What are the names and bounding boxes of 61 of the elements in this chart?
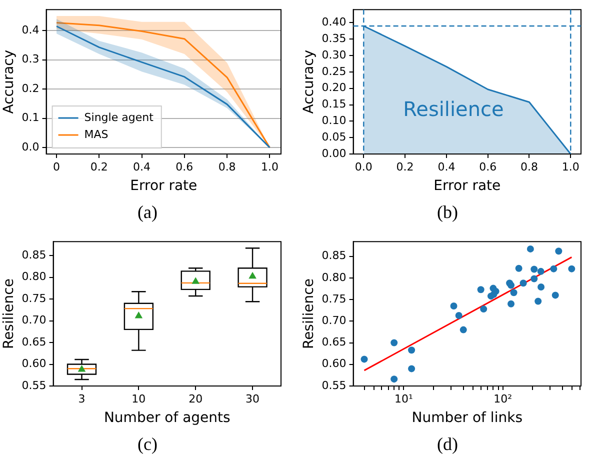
legend-label: MAS xyxy=(84,128,108,141)
x-tick-label: 10¹ xyxy=(394,392,413,406)
y-tick-label: 0.00 xyxy=(322,146,346,160)
x-tick-label: 0.2 xyxy=(396,160,414,174)
y-tick-label: 0.80 xyxy=(22,270,46,284)
x-axis-title: Number of agents xyxy=(104,410,230,426)
y-tick-label: 0.85 xyxy=(322,249,346,262)
x-tick-label: 0.6 xyxy=(176,160,194,174)
y-tick-label: 0.30 xyxy=(322,48,346,62)
x-tick-label: 0 xyxy=(53,160,60,174)
text: (d) xyxy=(436,434,459,455)
y-axis-title: Accuracy xyxy=(1,50,18,114)
annotation: Resilience xyxy=(403,96,504,121)
y-tick-label: 0.4 xyxy=(22,24,40,37)
x-axis-title: Error rate xyxy=(130,178,198,194)
x-tick-label: 10² xyxy=(494,392,512,406)
x-axis-title: Error rate xyxy=(434,178,501,194)
text: (a) xyxy=(136,202,158,223)
x-tick-label: 0.2 xyxy=(90,160,108,174)
x-tick-label: 1.0 xyxy=(260,160,278,174)
y-tick-label: 0.75 xyxy=(322,292,346,306)
y-axis-title: Resilience xyxy=(1,278,18,350)
y-tick-label: 0.20 xyxy=(322,81,346,94)
x-axis-title: Number of links xyxy=(412,410,522,426)
y-tick-label: 0.55 xyxy=(322,378,346,392)
y-tick-label: 0.55 xyxy=(22,378,46,392)
text: (b) xyxy=(436,202,459,223)
y-tick-label: 0.10 xyxy=(322,114,346,128)
y-tick-label: 0.25 xyxy=(322,64,346,78)
y-tick-label: 0.60 xyxy=(322,357,346,370)
x-tick-label: 30 xyxy=(246,392,260,406)
y-tick-label: 0.0 xyxy=(22,140,40,154)
y-tick-label: 0.2 xyxy=(22,82,40,95)
x-tick-label: 0.6 xyxy=(479,160,497,174)
x-tick-label: 3 xyxy=(78,392,86,406)
y-tick-label: 0.70 xyxy=(22,314,46,327)
x-tick-label: 0.8 xyxy=(218,160,236,174)
y-tick-label: 0.80 xyxy=(322,270,346,284)
y-tick-label: 0.65 xyxy=(22,335,46,348)
y-tick-label: 0.05 xyxy=(322,130,346,144)
y-tick-label: 0.35 xyxy=(322,32,346,45)
y-tick-label: 0.40 xyxy=(322,16,346,29)
x-tick-label: 0.4 xyxy=(438,160,456,174)
legend-label: Single agent xyxy=(84,110,154,124)
x-tick-label: 0.8 xyxy=(520,160,538,174)
y-tick-label: 0.65 xyxy=(322,336,346,349)
y-tick-label: 0.70 xyxy=(322,314,346,328)
y-tick-label: 0.1 xyxy=(22,111,40,124)
x-tick-label: 0.0 xyxy=(354,160,372,174)
text: (c) xyxy=(136,434,158,455)
y-tick-label: 0.3 xyxy=(22,52,40,66)
x-tick-label: 20 xyxy=(188,392,203,406)
y-tick-label: 0.15 xyxy=(322,98,346,111)
x-tick-label: 0.4 xyxy=(133,160,151,174)
y-axis-title: Resilience xyxy=(301,278,318,350)
y-tick-label: 0.85 xyxy=(22,248,46,262)
y-tick-label: 0.75 xyxy=(22,292,46,305)
x-tick-label: 10 xyxy=(132,392,146,406)
x-tick-label: 1.0 xyxy=(562,160,580,174)
y-axis-title: Accuracy xyxy=(301,50,318,114)
y-tick-label: 0.60 xyxy=(22,357,46,370)
